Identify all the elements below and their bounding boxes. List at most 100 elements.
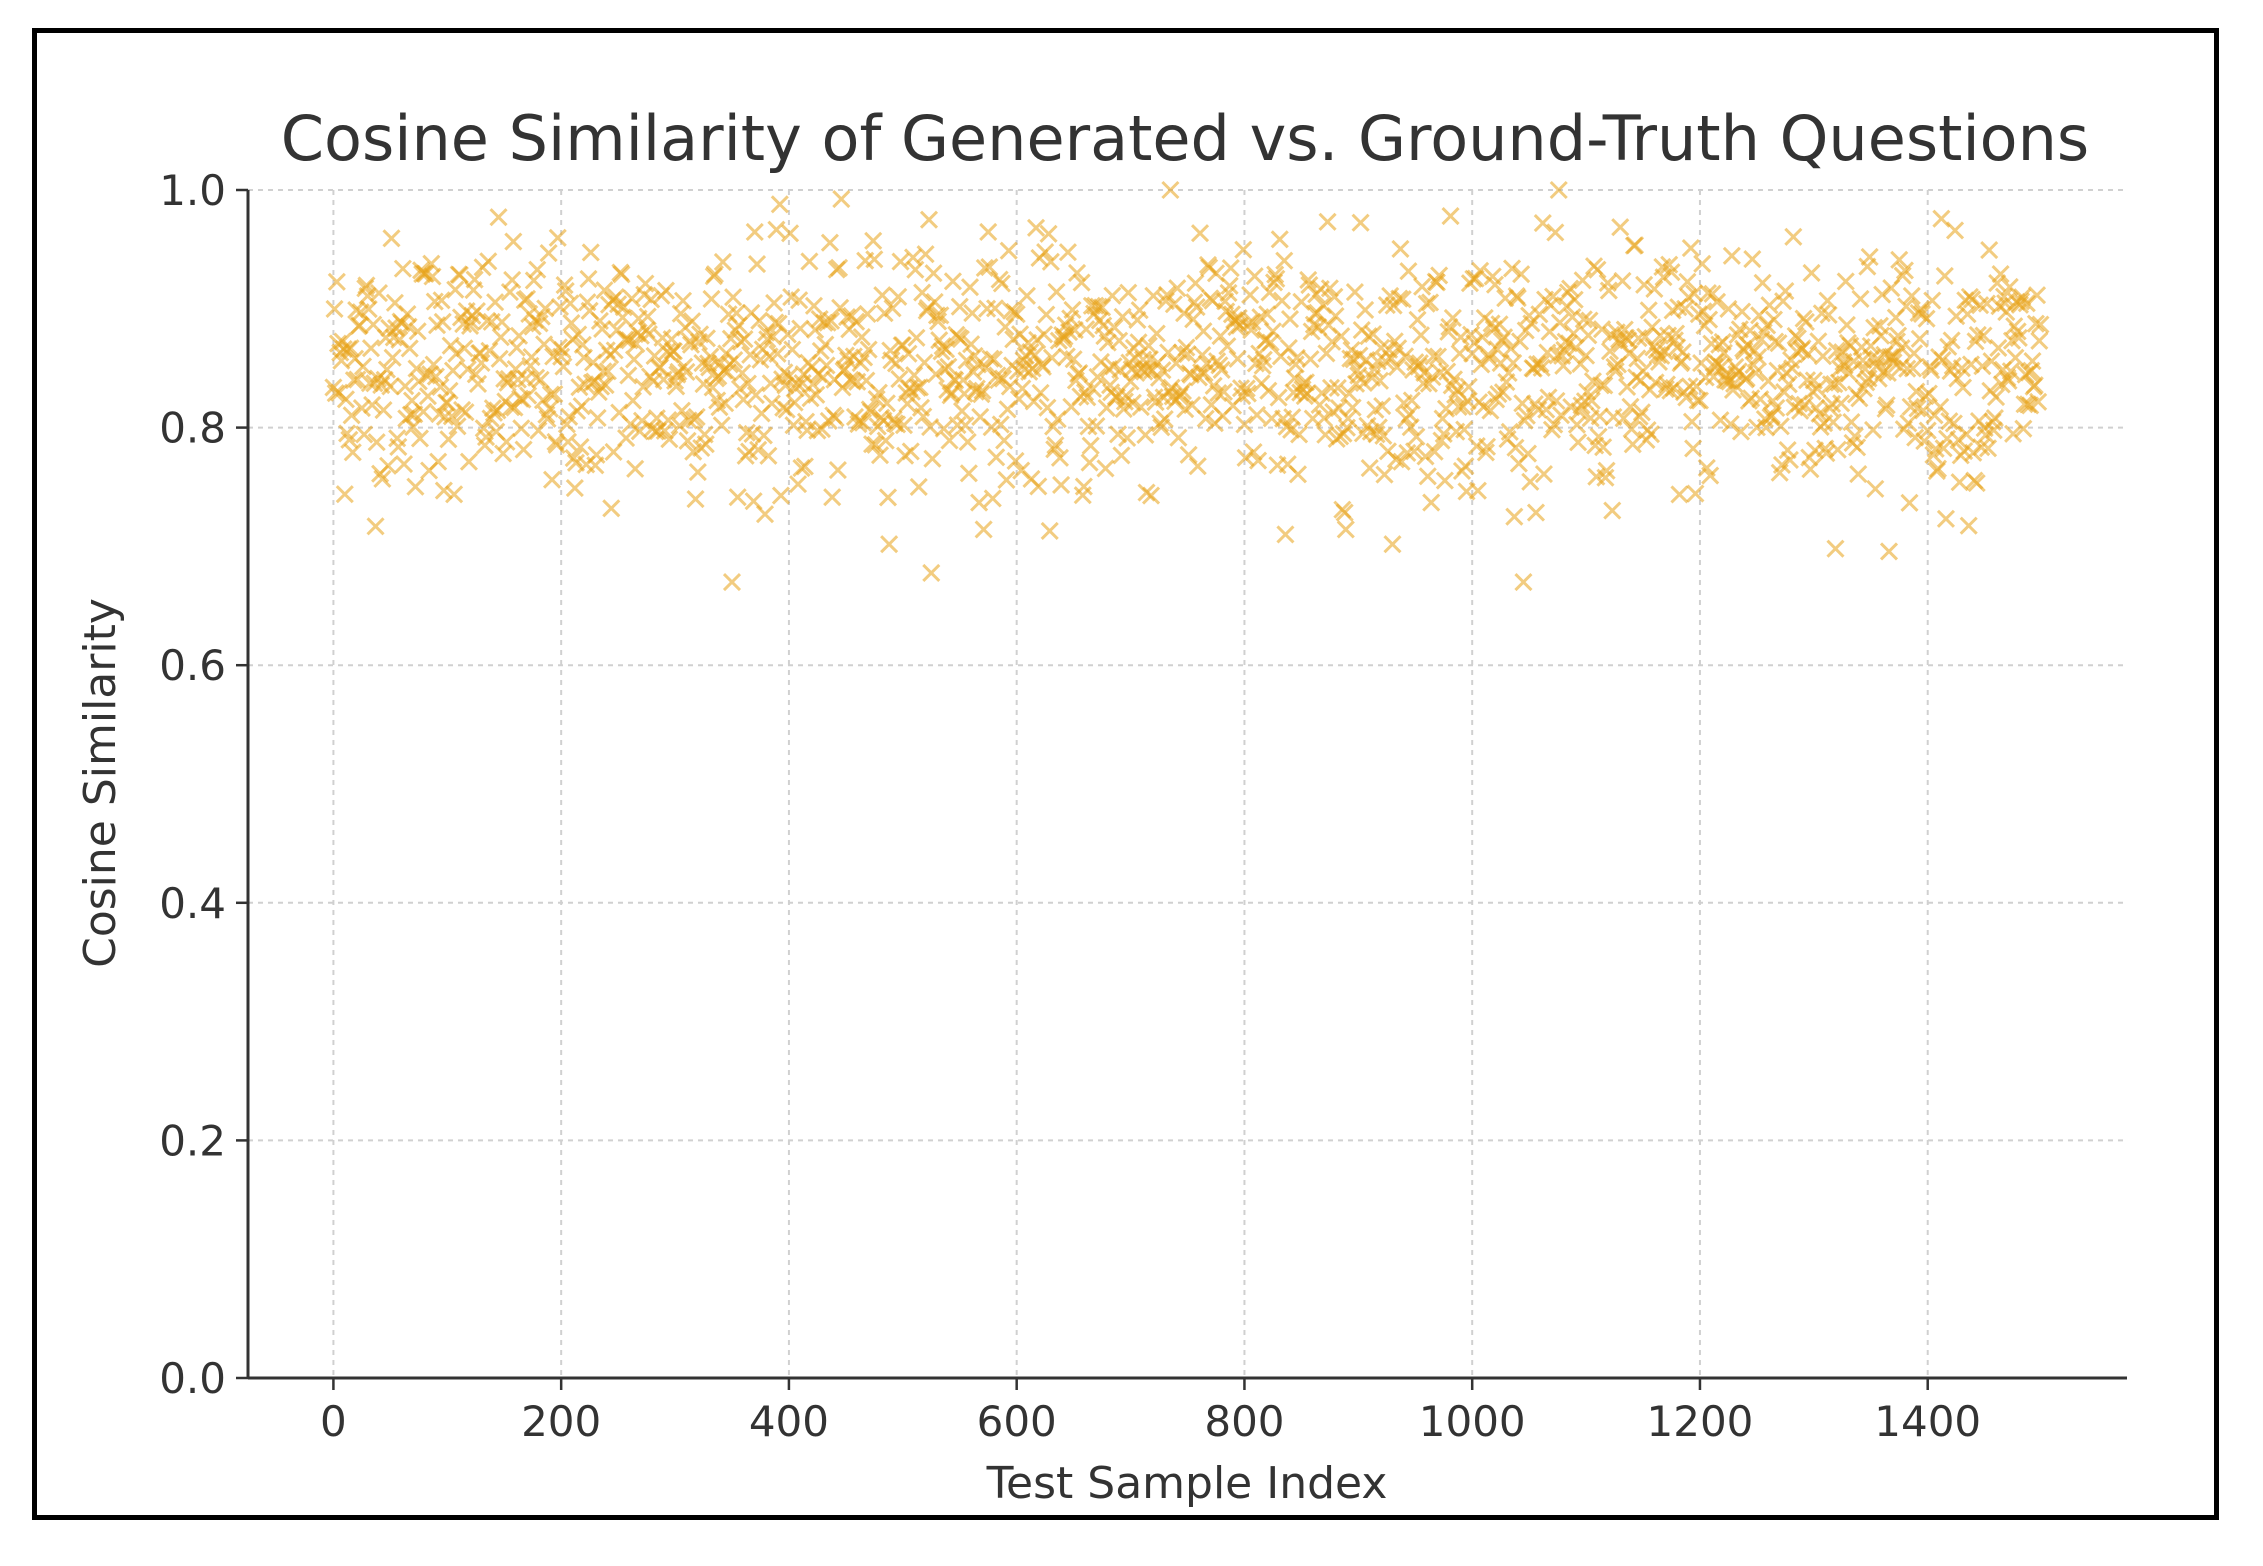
scatter-point (862, 435, 882, 454)
scatter-point (1119, 283, 1138, 302)
scatter-point (1263, 322, 1282, 341)
scatter-point (325, 299, 344, 319)
scatter-point (432, 291, 451, 310)
scatter-point (901, 442, 920, 461)
scatter-point (2009, 328, 2028, 347)
scatter-point (1832, 394, 1851, 413)
scatter-point (542, 470, 562, 489)
scatter-point (1534, 465, 1554, 484)
scatter-point (1547, 391, 1566, 410)
scatter-point (528, 260, 547, 279)
scatter-point (1218, 337, 1237, 356)
scatter-point (759, 446, 778, 465)
scatter-point (1628, 349, 1647, 368)
scatter-point (1375, 465, 1394, 484)
scatter-point (1433, 409, 1452, 428)
scatter-point (1639, 301, 1658, 320)
scatter-point (1662, 263, 1681, 282)
scatter-point (1118, 428, 1137, 448)
scatter-point (907, 328, 926, 347)
scatter-point (940, 431, 959, 450)
scatter-point (899, 344, 918, 363)
scatter-point (1300, 276, 1319, 295)
scatter-point (1580, 311, 1599, 330)
scatter-point (762, 394, 781, 413)
scatter-point (1620, 344, 1639, 363)
x-tick-label: 600 (977, 1397, 1057, 1446)
scatter-point (801, 389, 820, 408)
scatter-point (1187, 298, 1206, 317)
scatter-point (1103, 286, 1122, 305)
scatter-point (624, 350, 644, 369)
scatter-point (1113, 307, 1132, 326)
scatter-point (963, 303, 982, 323)
scatter-point (1904, 344, 1924, 363)
scatter-point (1714, 343, 1733, 362)
scatter-point (570, 378, 589, 397)
scatter-point (989, 370, 1008, 390)
scatter-point (1854, 379, 1874, 398)
scatter-point (2030, 331, 2049, 350)
scatter-point (1034, 325, 1054, 344)
scatter-point (1505, 507, 1524, 526)
scatter-point (1259, 381, 1278, 400)
scatter-point (1413, 277, 1432, 296)
scatter-point (443, 361, 463, 380)
scatter-point (480, 341, 499, 360)
scatter-point (883, 299, 902, 318)
scatter-point (745, 222, 764, 242)
scatter-point (721, 329, 740, 348)
scatter-point (823, 488, 842, 507)
scatter-point (686, 489, 705, 509)
scatter-point (1190, 224, 1210, 243)
scatter-point (1952, 359, 1971, 378)
scatter-point (623, 391, 642, 410)
scatter-point (479, 252, 498, 271)
scatter-point (1050, 448, 1070, 467)
scatter-point (1596, 468, 1615, 487)
scatter-point (1780, 450, 1799, 470)
scatter-point (1235, 415, 1254, 434)
scatter-point (2014, 419, 2033, 438)
scatter-point (1903, 359, 1922, 378)
scatter-point (2017, 294, 2036, 313)
scatter-point (1417, 294, 1436, 313)
scatter-point (598, 362, 617, 381)
scatter-point (1393, 290, 1412, 309)
x-tick-label: 0 (320, 1397, 347, 1446)
scatter-point (1247, 405, 1267, 425)
scatter-point (434, 481, 453, 500)
scatter-point (828, 460, 847, 480)
scatter-point (1945, 221, 1965, 240)
scatter-point (1899, 414, 1918, 433)
scatter-point (1917, 309, 1936, 328)
scatter-point (622, 289, 641, 308)
scatter-point (1579, 326, 1598, 345)
scatter-point (634, 377, 653, 396)
scatter-point (562, 313, 581, 333)
scatter-point (1504, 353, 1523, 372)
scatter-point (342, 406, 361, 425)
scatter-point (1209, 383, 1228, 403)
scatter-point (829, 258, 849, 277)
scatter-point (978, 299, 997, 318)
scatter-point (712, 416, 731, 435)
y-tick-label: 0.2 (159, 1116, 226, 1165)
scatter-point (1959, 516, 1978, 535)
scatter-point (1147, 324, 1166, 343)
scatter-point (1083, 379, 1103, 398)
scatter-point (1664, 378, 1683, 398)
scatter-point (1967, 474, 1986, 493)
scatter-point (381, 377, 400, 396)
scatter-point (1386, 450, 1405, 469)
scatter-point (433, 312, 452, 331)
scatter-point (1641, 425, 1661, 444)
scatter-point (1420, 293, 1440, 312)
scatter-point (1824, 413, 1843, 432)
scatter-point (1574, 310, 1593, 329)
scatter-point (1599, 281, 1618, 300)
scatter-point (1546, 223, 1565, 242)
scatter-point (1345, 282, 1364, 302)
scatter-point (979, 222, 998, 242)
scatter-point (2031, 315, 2050, 334)
